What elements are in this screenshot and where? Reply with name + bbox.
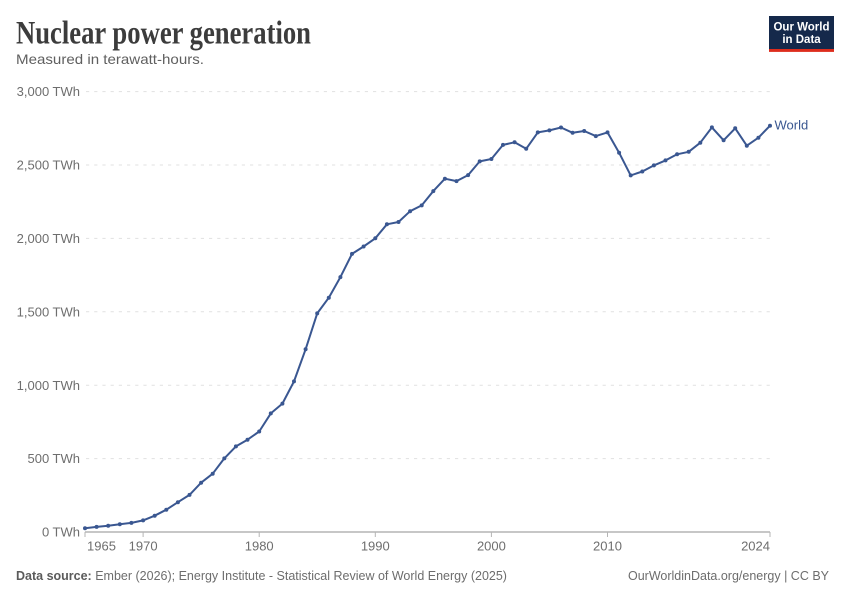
svg-text:1970: 1970: [129, 539, 158, 554]
svg-text:2010: 2010: [593, 539, 622, 554]
svg-text:Nuclear power generation: Nuclear power generation: [16, 15, 311, 51]
svg-text:World: World: [775, 118, 809, 133]
svg-text:in Data: in Data: [782, 34, 821, 46]
svg-text:2,500 TWh: 2,500 TWh: [17, 158, 80, 173]
svg-text:2000: 2000: [477, 539, 506, 554]
svg-text:0 TWh: 0 TWh: [42, 525, 80, 540]
svg-text:1965: 1965: [87, 539, 116, 554]
svg-text:Measured in terawatt-hours.: Measured in terawatt-hours.: [16, 51, 204, 67]
svg-text:Data source: Ember (2026); Ene: Data source: Ember (2026); Energy Instit…: [16, 569, 507, 583]
svg-text:2024: 2024: [741, 539, 770, 554]
svg-text:2,000 TWh: 2,000 TWh: [17, 231, 80, 246]
svg-text:Our World: Our World: [773, 22, 829, 34]
svg-text:3,000 TWh: 3,000 TWh: [17, 84, 80, 99]
svg-text:1990: 1990: [361, 539, 390, 554]
svg-text:OurWorldinData.org/energy | CC: OurWorldinData.org/energy | CC BY: [628, 569, 830, 583]
svg-text:1,500 TWh: 1,500 TWh: [17, 304, 80, 319]
svg-text:1,000 TWh: 1,000 TWh: [17, 378, 80, 393]
svg-text:500 TWh: 500 TWh: [27, 451, 80, 466]
svg-text:1980: 1980: [245, 539, 274, 554]
